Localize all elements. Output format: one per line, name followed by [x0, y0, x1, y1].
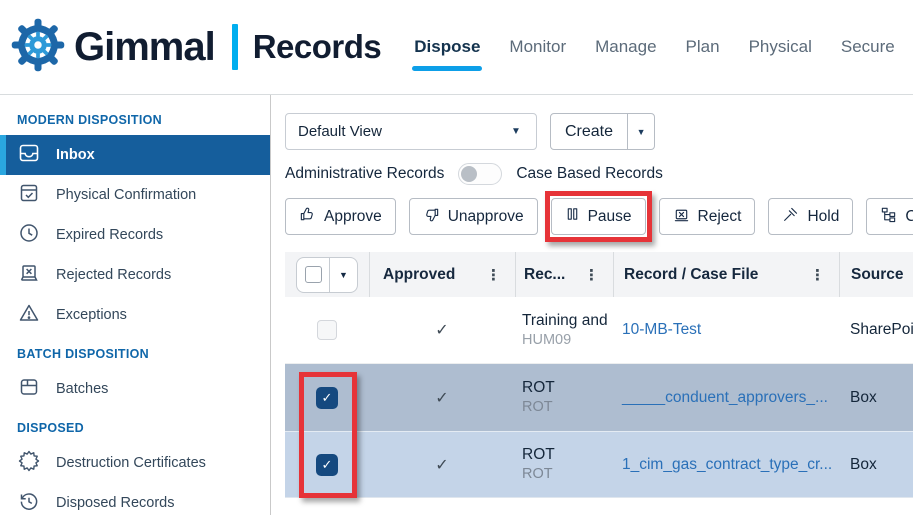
record-type-toggle[interactable]: [458, 163, 503, 185]
source-cell: SharePoint: [839, 297, 913, 364]
certificate-seal-icon: [17, 449, 41, 477]
sidebar-item-batches[interactable]: Batches: [0, 369, 270, 409]
administrative-records-label: Administrative Records: [285, 165, 445, 182]
active-tab-underline: [412, 66, 483, 71]
select-all-checkbox[interactable]: [297, 258, 329, 292]
sidebar-item-physical-confirmation[interactable]: Physical Confirmation: [0, 175, 270, 215]
record-class-cell: Training and D HUM09: [515, 297, 613, 364]
column-menu-icon[interactable]: ⋮: [810, 266, 825, 284]
case-based-records-label: Case Based Records: [516, 165, 663, 182]
sidebar-item-destruction-certificates[interactable]: Destruction Certificates: [0, 443, 270, 483]
sidebar-item-exceptions[interactable]: Exceptions: [0, 295, 270, 335]
source-cell: Box: [839, 431, 913, 498]
gavel-icon: [782, 206, 799, 228]
pause-button[interactable]: Pause: [550, 198, 646, 235]
nav-tab-secure[interactable]: Secure: [840, 37, 895, 56]
ballot-x-icon: [17, 261, 41, 289]
batch-box-icon: [17, 375, 41, 403]
sidebar-item-inbox[interactable]: Inbox: [0, 135, 270, 175]
select-all-dropdown-icon[interactable]: ▼: [339, 269, 348, 280]
classify-tree-icon: [880, 206, 897, 228]
gear-logo-icon: [10, 17, 66, 78]
row-checkbox[interactable]: ✓: [316, 386, 338, 409]
sidebar-item-label: Batches: [56, 381, 109, 397]
button-divider: [627, 114, 629, 149]
reject-box-icon: [673, 206, 690, 228]
nav-tab-monitor[interactable]: Monitor: [509, 37, 567, 56]
view-select-dropdown[interactable]: Default View ▼: [285, 113, 537, 150]
record-link[interactable]: _____conduent_approvers_...: [622, 388, 828, 406]
record-link[interactable]: 10-MB-Test: [622, 321, 702, 338]
button-divider: [329, 257, 330, 292]
main-content: Default View ▼ Create ▼ Administrative R…: [271, 95, 913, 515]
history-clock-icon: [17, 489, 41, 516]
section-title-modern-disposition: MODERN DISPOSITION: [17, 113, 162, 127]
pause-icon: [565, 206, 580, 227]
sidebar-item-label: Exceptions: [56, 307, 127, 323]
sidebar-item-disposed-records[interactable]: Disposed Records: [0, 483, 270, 516]
select-all-header-cell: ▼: [285, 252, 369, 297]
record-type-toggle-row: Administrative Records Case Based Record…: [285, 163, 913, 185]
record-class-cell: ROT ROT: [515, 431, 613, 498]
create-split-button[interactable]: Create ▼: [550, 113, 656, 150]
row-checkbox[interactable]: [317, 320, 337, 340]
brand-separator: [231, 24, 238, 70]
inbox-icon: [17, 141, 41, 169]
record-class-cell: ROT ROT: [515, 364, 613, 431]
hold-button[interactable]: Hold: [768, 198, 854, 235]
sidebar-item-label: Destruction Certificates: [56, 455, 206, 471]
chevron-down-icon: ▼: [511, 126, 521, 137]
sidebar-item-label: Rejected Records: [56, 267, 172, 283]
reject-button[interactable]: Reject: [658, 198, 756, 235]
top-header: Gimmal Records Dispose Monitor Manage Pl…: [0, 0, 913, 95]
column-header-record-case-file[interactable]: Record / Case File ⋮: [613, 252, 839, 297]
brand-product: Records: [252, 28, 382, 65]
sidebar: MODERN DISPOSITION Inbox Phys: [0, 95, 271, 515]
source-cell: Box: [839, 364, 913, 431]
column-menu-icon[interactable]: ⋮: [486, 266, 501, 284]
classify-button[interactable]: Classify: [866, 198, 913, 235]
create-button[interactable]: Create: [565, 122, 614, 140]
nav-tab-dispose[interactable]: Dispose: [412, 37, 483, 71]
column-header-record-class[interactable]: Rec... ⋮: [515, 252, 613, 297]
thumbs-down-icon: [423, 206, 440, 228]
create-caret-icon[interactable]: ▼: [636, 126, 646, 137]
select-all-control[interactable]: ▼: [296, 256, 358, 293]
thumbs-up-icon: [299, 206, 316, 228]
records-table: ▼ Approved ⋮ Rec... ⋮ Record / Case File…: [285, 252, 913, 498]
approved-check-icon: ✓: [369, 364, 515, 431]
nav-tab-manage[interactable]: Manage: [595, 37, 657, 56]
toggle-knob: [461, 166, 478, 182]
nav-tab-physical[interactable]: Physical: [748, 37, 812, 56]
sidebar-item-rejected-records[interactable]: Rejected Records: [0, 255, 270, 295]
warning-triangle-icon: [17, 301, 41, 329]
view-toolbar: Default View ▼ Create ▼: [285, 113, 913, 150]
sidebar-item-label: Physical Confirmation: [56, 187, 197, 203]
box-check-icon: [17, 181, 41, 209]
sidebar-item-expired-records[interactable]: Expired Records: [0, 215, 270, 255]
unapprove-button[interactable]: Unapprove: [408, 198, 538, 235]
column-menu-icon[interactable]: ⋮: [584, 266, 599, 284]
sidebar-item-label: Disposed Records: [56, 495, 175, 511]
record-link[interactable]: 1_cim_gas_contract_type_cr...: [622, 455, 833, 473]
brand-name: Gimmal: [74, 24, 216, 69]
action-button-bar: Approve Unapprove Pause: [285, 191, 913, 242]
row-checkbox[interactable]: ✓: [316, 453, 338, 476]
main-nav: Dispose Monitor Manage Plan Physical Sec…: [412, 37, 895, 71]
sidebar-item-label: Expired Records: [56, 227, 164, 243]
approved-check-icon: ✓: [369, 297, 515, 364]
section-title-disposed: DISPOSED: [17, 421, 84, 435]
column-header-approved[interactable]: Approved ⋮: [369, 252, 515, 297]
view-select-value: Default View: [298, 123, 382, 140]
clock-icon: [17, 221, 41, 249]
approve-button[interactable]: Approve: [285, 198, 396, 235]
column-header-source[interactable]: Source: [839, 252, 913, 297]
section-title-batch-disposition: BATCH DISPOSITION: [17, 347, 149, 361]
brand-logo[interactable]: Gimmal Records: [10, 17, 382, 78]
sidebar-item-label: Inbox: [56, 147, 95, 163]
nav-tab-plan[interactable]: Plan: [685, 37, 720, 56]
approved-check-icon: ✓: [369, 431, 515, 498]
